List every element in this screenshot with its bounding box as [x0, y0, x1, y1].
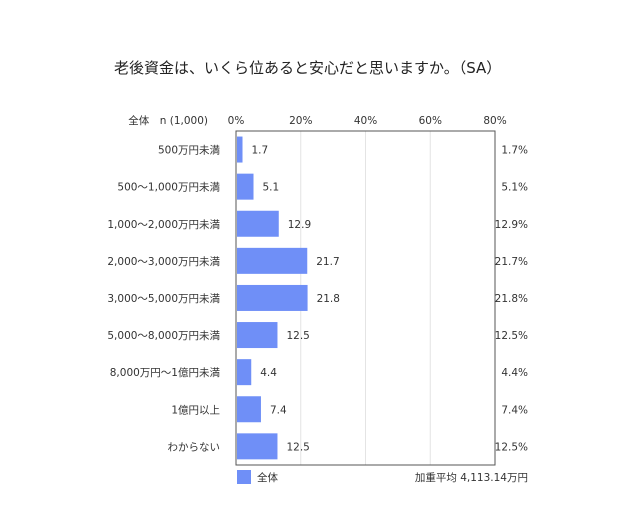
- data-label: 12.5: [286, 330, 309, 342]
- category-label: わからない: [168, 441, 221, 453]
- x-tick-label: 0%: [228, 115, 245, 127]
- right-value-label: 12.9%: [495, 219, 528, 231]
- right-value-label: 21.8%: [495, 293, 528, 305]
- bar: [237, 173, 254, 200]
- data-label: 12.5: [286, 441, 309, 453]
- right-value-label: 21.7%: [495, 256, 528, 268]
- header-label: 全体 n (1,000): [128, 114, 208, 127]
- bar: [237, 433, 278, 460]
- x-tick-label: 40%: [354, 115, 377, 127]
- x-tick-label: 80%: [483, 115, 506, 127]
- bar: [237, 136, 243, 163]
- legend-label: 全体: [257, 471, 278, 484]
- bar: [237, 210, 279, 237]
- right-value-label: 12.5%: [495, 441, 528, 453]
- right-value-label: 5.1%: [501, 182, 528, 194]
- chart-title: 老後資金は、いくら位あると安心だと思いますか。（SA）: [114, 59, 502, 77]
- right-value-label: 1.7%: [501, 145, 528, 157]
- data-label: 4.4: [260, 367, 277, 379]
- data-label: 21.8: [317, 293, 340, 305]
- category-label: 8,000万円〜1億円未満: [110, 366, 221, 379]
- category-label: 500〜1,000万円未満: [117, 182, 220, 194]
- bar: [237, 396, 261, 423]
- right-value-label: 4.4%: [501, 367, 528, 379]
- legend-swatch: [237, 470, 251, 484]
- bar: [237, 359, 252, 386]
- category-label: 1,000〜2,000万円未満: [107, 219, 220, 231]
- category-label: 5,000〜8,000万円未満: [107, 330, 220, 342]
- x-tick-label: 20%: [289, 115, 312, 127]
- category-label: 3,000〜5,000万円未満: [107, 293, 220, 305]
- bar: [237, 322, 278, 349]
- category-label: 2,000〜3,000万円未満: [107, 256, 220, 268]
- data-label: 5.1: [263, 182, 280, 194]
- category-label: 1億円以上: [171, 403, 220, 416]
- data-label: 12.9: [288, 219, 311, 231]
- category-label: 500万円未満: [158, 145, 221, 157]
- data-label: 1.7: [252, 145, 269, 157]
- right-value-label: 12.5%: [495, 330, 528, 342]
- data-label: 7.4: [270, 404, 287, 416]
- plot-frame: [235, 130, 496, 466]
- bar: [237, 247, 308, 274]
- data-label: 21.7: [316, 256, 339, 268]
- x-tick-label: 60%: [419, 115, 442, 127]
- right-value-label: 7.4%: [501, 404, 528, 416]
- weighted-average-note: 加重平均 4,113.14万円: [415, 471, 528, 484]
- bar: [237, 284, 308, 311]
